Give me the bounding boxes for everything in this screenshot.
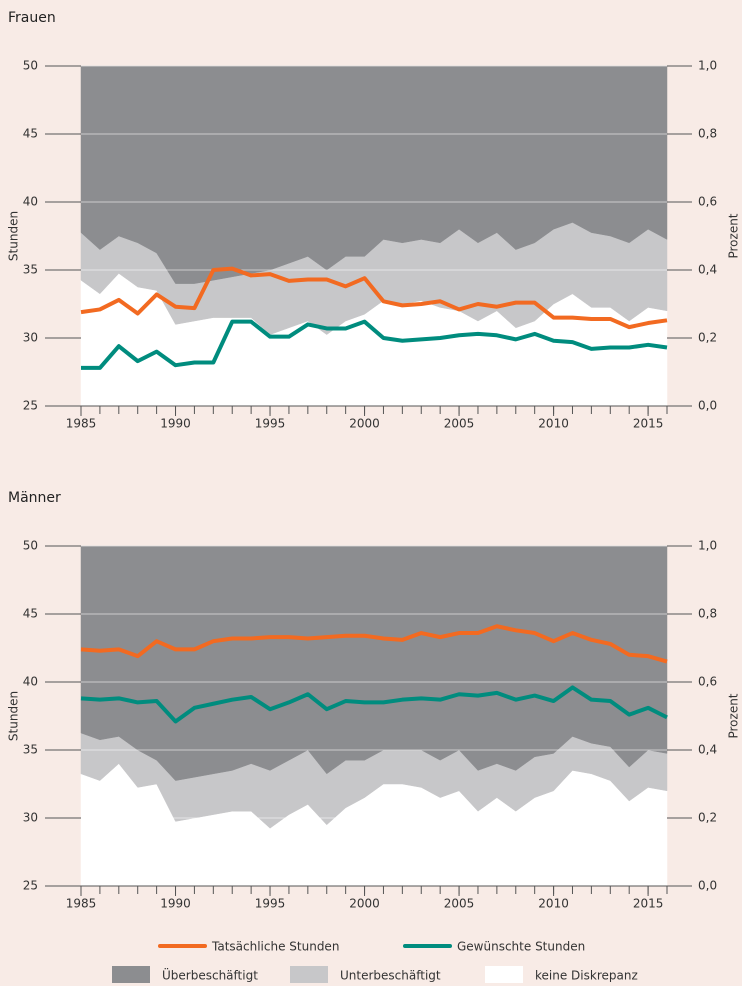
chart-title: Männer [8,490,61,506]
y2-tick-label: 0,6 [698,195,717,209]
legend-label: Tatsächliche Stunden [211,940,339,954]
y-tick-label: 25 [23,399,38,413]
line [81,319,668,370]
x-tick-label: 2000 [349,417,380,431]
legend-label: Überbeschäftigt [162,967,258,983]
legend-swatch [112,966,150,983]
y2-tick-label: 0,8 [698,127,717,141]
line [80,624,668,664]
y-tick-label: 35 [23,263,38,277]
y2-tick-label: 0,2 [698,811,717,825]
x-tick-label: 2000 [349,897,380,911]
y-tick-label: 30 [23,811,38,825]
legend-label: Gewünschte Stunden [457,940,585,954]
legend-swatch [290,966,328,983]
y2-axis-label: Prozent [727,213,741,258]
x-tick-label: 2015 [633,897,664,911]
y-tick-label: 30 [23,331,38,345]
x-tick-label: 2005 [444,417,475,431]
y2-tick-label: 1,0 [698,539,717,553]
y2-tick-label: 0,2 [698,331,717,345]
x-tick-label: 1995 [255,897,286,911]
x-tick-label: 2010 [538,897,569,911]
chart-title: Frauen [8,10,56,26]
x-tick-label: 1985 [66,897,97,911]
y2-axis-label: Prozent [727,693,741,738]
legend-label: keine Diskrepanz [535,969,638,983]
y-tick-label: 40 [23,195,38,209]
x-tick-label: 1985 [66,417,97,431]
y-tick-label: 40 [23,675,38,689]
y-tick-label: 35 [23,743,38,757]
x-tick-label: 1995 [255,417,286,431]
y2-tick-label: 0,4 [698,743,717,757]
y2-tick-label: 0,4 [698,263,717,277]
y2-tick-label: 1,0 [698,59,717,73]
y-axis-label: Stunden [7,211,21,261]
x-tick-label: 2010 [538,417,569,431]
y2-tick-label: 0,0 [698,399,717,413]
line [80,685,668,724]
y-tick-label: 45 [23,607,38,621]
y-tick-label: 50 [23,539,38,553]
y-axis-label: Stunden [7,691,21,741]
y2-tick-label: 0,6 [698,675,717,689]
legend-label: Unterbeschäftigt [340,969,441,983]
x-tick-label: 2005 [444,897,475,911]
y2-tick-label: 0,8 [698,607,717,621]
x-tick-label: 1990 [160,417,191,431]
y-tick-label: 45 [23,127,38,141]
legend-swatch [485,966,523,983]
x-tick-label: 1990 [160,897,191,911]
x-tick-label: 2015 [633,417,664,431]
y-tick-label: 25 [23,879,38,893]
y2-tick-label: 0,0 [698,879,717,893]
line [80,266,668,330]
y-tick-label: 50 [23,59,38,73]
